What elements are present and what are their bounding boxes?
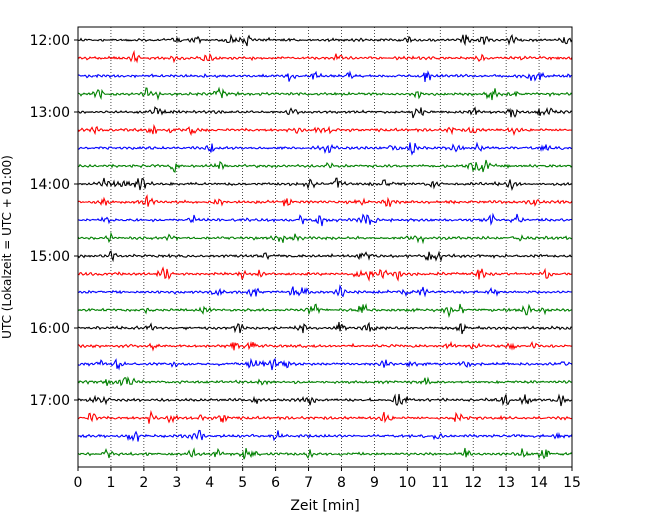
x-tick-label: 2 [139, 475, 148, 491]
trace-line [77, 86, 573, 101]
x-tick-label: 3 [172, 475, 181, 491]
x-tick-label: 10 [398, 475, 416, 491]
trace-line [77, 177, 573, 192]
trace-line [77, 447, 573, 460]
trace-line [77, 250, 573, 263]
y-tick-label: 14:00 [30, 177, 70, 193]
x-tick-label: 15 [563, 475, 581, 491]
trace-line [77, 303, 573, 319]
trace-line [77, 106, 573, 119]
y-tick-label: 12:00 [30, 33, 70, 49]
x-tick-label: 12 [464, 475, 482, 491]
trace-line [77, 284, 573, 298]
x-tick-label: 0 [74, 475, 83, 491]
trace-line [77, 33, 573, 47]
x-axis-label: Zeit [min] [290, 498, 359, 514]
x-tick-label: 5 [238, 475, 247, 491]
trace-line [77, 123, 572, 137]
y-tick-label: 15:00 [30, 249, 70, 265]
x-tick-label: 1 [106, 475, 115, 491]
trace-line [77, 321, 573, 335]
trace-line [77, 159, 573, 173]
x-tick-label: 9 [370, 475, 379, 491]
trace-line [77, 266, 573, 282]
trace-line [77, 429, 573, 442]
trace-line [77, 409, 573, 424]
trace-line [77, 393, 573, 407]
plot-frame [77, 26, 573, 468]
x-tick-label: 6 [271, 475, 280, 491]
y-axis-ticks: 12:00 13:00 14:00 15:00 16:00 17:00 [30, 33, 78, 409]
x-tick-label: 8 [337, 475, 346, 491]
grid-lines [110, 27, 540, 467]
x-tick-label: 7 [304, 475, 313, 491]
trace-line [77, 49, 573, 64]
trace-line [77, 376, 573, 387]
trace-line [77, 357, 573, 371]
trace-line [77, 70, 573, 83]
seismic-traces [77, 33, 573, 460]
y-tick-label: 13:00 [30, 105, 70, 121]
x-tick-label: 11 [431, 475, 449, 491]
trace-line [77, 212, 573, 227]
plot-background [78, 27, 572, 467]
x-tick-label: 13 [497, 475, 515, 491]
trace-line [77, 141, 572, 156]
y-tick-label: 16:00 [30, 321, 70, 337]
trace-line [77, 194, 573, 207]
y-axis-label: UTC (Lokalzeit = UTC + 01:00) [0, 155, 14, 339]
x-tick-label: 4 [205, 475, 214, 491]
y-tick-label: 17:00 [30, 393, 70, 409]
x-tick-label: 14 [530, 475, 548, 491]
trace-line [77, 340, 573, 352]
trace-line [77, 231, 573, 245]
x-axis-ticks: 0 1 2 3 4 5 6 7 8 9 10 11 12 13 14 15 [74, 467, 581, 491]
